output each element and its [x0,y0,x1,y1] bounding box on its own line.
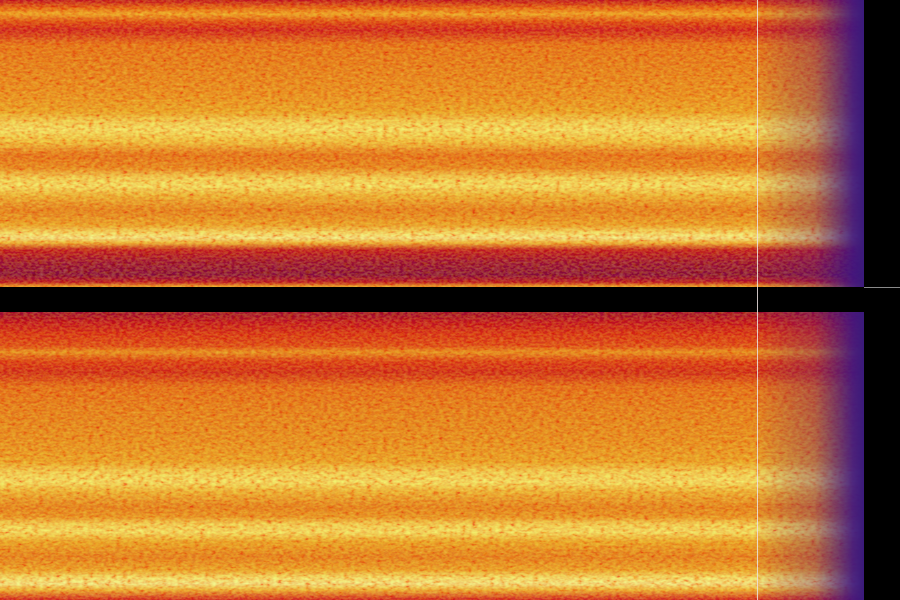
spectral-highlights [0,312,864,600]
high-time-fade [754,0,864,287]
high-time-fade [754,312,864,600]
spectral-highlights [0,0,864,287]
channel-divider-line [864,287,900,288]
spectrogram-channel-1[interactable] [0,0,864,287]
playhead-cursor[interactable] [757,0,758,600]
spectrogram-channel-2[interactable] [0,312,864,600]
